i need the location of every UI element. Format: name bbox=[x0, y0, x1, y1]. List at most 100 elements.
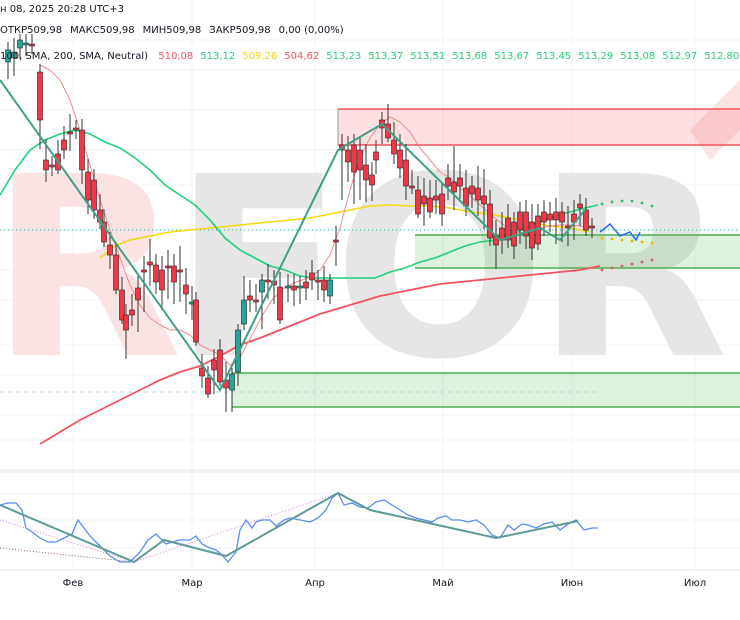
candle-body bbox=[193, 299, 199, 343]
candle-body bbox=[171, 265, 177, 283]
candle-body bbox=[129, 309, 135, 316]
candle-body bbox=[391, 139, 397, 155]
candle-body bbox=[577, 203, 583, 209]
candle-body bbox=[373, 151, 379, 161]
indicator-value: 513,68 bbox=[452, 51, 488, 62]
forecast-dot bbox=[620, 264, 624, 268]
ohlc-value: 0,00 (0,00%) bbox=[278, 25, 344, 36]
indicator-value: 513,45 bbox=[536, 51, 572, 62]
candle-body bbox=[445, 177, 451, 187]
candle-body bbox=[589, 225, 595, 229]
forecast-dot bbox=[630, 239, 634, 243]
forecast-dot bbox=[630, 262, 634, 266]
candle-body bbox=[241, 299, 247, 325]
candle-body bbox=[29, 43, 35, 47]
forecast-dot bbox=[650, 204, 654, 208]
forecast-dot bbox=[630, 199, 634, 203]
candle-body bbox=[23, 42, 29, 46]
forecast-path bbox=[599, 222, 641, 242]
candle-body bbox=[141, 269, 147, 273]
indicator-title: 100, SMA, 200, SMA, Neutral) bbox=[0, 51, 149, 62]
candle-body bbox=[541, 211, 547, 223]
candle-body bbox=[67, 131, 73, 135]
candle-body bbox=[345, 149, 351, 163]
candle-body bbox=[463, 187, 469, 207]
candle-body bbox=[199, 367, 205, 377]
ohlc-value: МИН509,98 bbox=[142, 25, 202, 36]
candle-body bbox=[559, 211, 565, 223]
ohlc-value: ОТКР509,98 bbox=[0, 25, 63, 36]
candle-body bbox=[421, 195, 427, 205]
candle-body bbox=[277, 286, 283, 321]
candle-body bbox=[481, 195, 487, 205]
indicator-value: 513,37 bbox=[368, 51, 404, 62]
candle-body bbox=[153, 264, 159, 283]
datetime-label: н 08, 2025 20:28 UTC+3 bbox=[0, 4, 124, 15]
candle-body bbox=[315, 279, 321, 283]
candle-body bbox=[553, 211, 559, 221]
candle-body bbox=[211, 359, 217, 371]
candle-body bbox=[403, 159, 409, 187]
candle-body bbox=[397, 149, 403, 169]
oscillator-zigzag bbox=[0, 491, 579, 564]
candle-body bbox=[37, 71, 43, 121]
candle-body bbox=[309, 272, 315, 281]
candle-body bbox=[327, 279, 333, 297]
demand-zone bbox=[415, 235, 740, 268]
candle-body bbox=[61, 139, 67, 151]
zigzag-line bbox=[0, 79, 586, 392]
candle-body bbox=[583, 209, 589, 231]
forecast-dot bbox=[600, 236, 604, 240]
candle-body bbox=[73, 127, 79, 131]
ohlc-value: МАКС509,98 bbox=[70, 25, 135, 36]
candle-body bbox=[135, 287, 141, 301]
sma-100-line bbox=[99, 204, 591, 259]
candle-body bbox=[11, 51, 17, 59]
time-axis-label: Мар bbox=[181, 578, 203, 589]
candle-body bbox=[517, 211, 523, 231]
osc-trendline bbox=[0, 547, 135, 563]
candle-body bbox=[285, 285, 291, 289]
indicator-value: 512,80 bbox=[704, 51, 740, 62]
candle-body bbox=[217, 349, 223, 383]
candle-body bbox=[523, 211, 529, 237]
candle-body bbox=[457, 177, 463, 187]
candle-body bbox=[505, 217, 511, 241]
candle-body bbox=[259, 279, 265, 293]
time-axis-label: Июл bbox=[683, 578, 707, 589]
candle-body bbox=[5, 49, 11, 63]
candle-body bbox=[119, 289, 125, 321]
forecast-dot bbox=[640, 201, 644, 205]
candle-body bbox=[469, 185, 475, 195]
candle-body bbox=[177, 269, 183, 273]
candle-body bbox=[297, 285, 303, 289]
sma-200-line bbox=[39, 265, 601, 445]
time-axis-label: Фев bbox=[62, 578, 84, 589]
indicator-value: 513,29 bbox=[578, 51, 614, 62]
candle-body bbox=[351, 144, 357, 173]
indicator-value: 513,12 bbox=[200, 51, 236, 62]
candle-body bbox=[247, 295, 253, 301]
candle-body bbox=[165, 265, 171, 269]
ohlc-legend: ОТКР509,98 МАКС509,98 МИН509,98 ЗАКР509,98 0… bbox=[0, 25, 352, 36]
candle-body bbox=[107, 244, 113, 256]
indicator-legend[interactable]: 100, SMA, 200, SMA, Neutral) 510,08 513,1… bbox=[0, 51, 740, 62]
forecast-dot bbox=[610, 237, 614, 241]
candle-body bbox=[147, 261, 153, 266]
candle-body bbox=[415, 189, 421, 215]
indicator-value: 509,26 bbox=[242, 51, 278, 62]
candle-body bbox=[101, 221, 107, 243]
candle-body bbox=[85, 171, 91, 201]
candle-body bbox=[357, 149, 363, 171]
candle-body bbox=[475, 187, 481, 201]
candle-body bbox=[409, 185, 415, 189]
forecast-dot bbox=[650, 258, 654, 262]
candle-body bbox=[321, 279, 327, 291]
oscillator-line bbox=[0, 491, 598, 564]
indicator-value: 504,62 bbox=[284, 51, 320, 62]
time-axis-label: Май bbox=[432, 578, 454, 589]
candle-body bbox=[49, 164, 55, 168]
candle-body bbox=[529, 221, 535, 249]
forecast-dot bbox=[640, 240, 644, 244]
